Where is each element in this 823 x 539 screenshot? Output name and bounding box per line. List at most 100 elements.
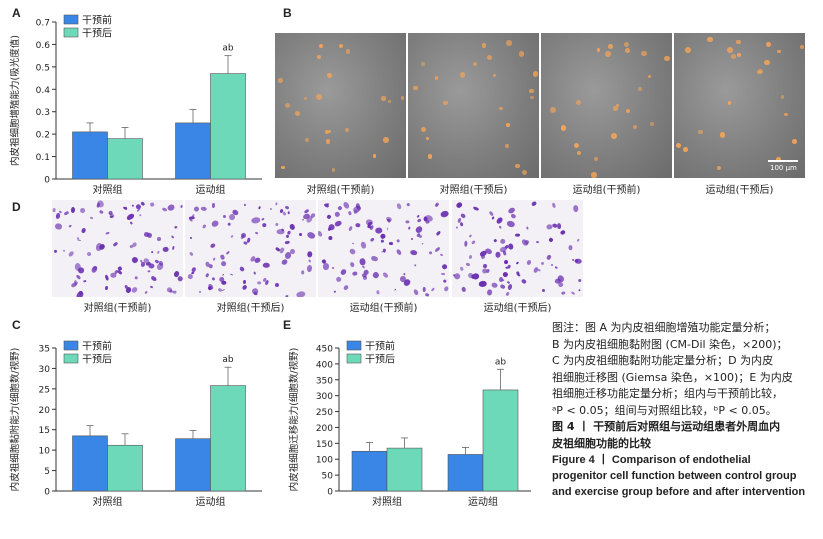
cell-dot: [205, 272, 210, 278]
panel-label-b: B: [283, 6, 292, 20]
cell-dot: [220, 254, 226, 261]
migration-micrograph-exercise-after: [452, 200, 583, 297]
cell-dot: [294, 111, 300, 117]
y-tick-label: 20: [39, 406, 51, 416]
cell-dot: [576, 238, 581, 242]
cell-dot: [282, 211, 287, 217]
cell-dot: [545, 223, 553, 230]
cell-dot: [54, 222, 63, 230]
d-caption-3: 运动组(干预前): [349, 303, 418, 314]
cell-dot: [561, 125, 567, 131]
adhesion-micrograph-control-before: [275, 33, 406, 178]
bar: [210, 73, 246, 180]
cell-dot: [287, 210, 290, 215]
caption-title-en-3: and exercise group before and after inte…: [552, 486, 806, 498]
cell-dot: [190, 271, 195, 275]
cell-dot: [529, 95, 534, 100]
category-label: 对照组: [93, 183, 123, 196]
cell-dot: [90, 265, 99, 274]
cell-dot: [144, 290, 149, 295]
cell-dot: [784, 112, 788, 116]
significance-label: ab: [222, 44, 234, 54]
caption-note-line-5: 祖细胞迁移功能定量分析；组内与干预前比较，: [552, 387, 783, 400]
cell-dot: [319, 44, 324, 49]
y-tick-label: 50: [322, 472, 334, 482]
cell-dot: [443, 285, 449, 292]
y-tick-label: 100: [316, 456, 333, 466]
cell-dot: [70, 207, 76, 214]
cell-dot: [75, 274, 81, 280]
cell-dot: [572, 204, 579, 213]
cell-dot: [381, 96, 386, 101]
cell-dot: [298, 232, 302, 237]
cell-dot: [94, 242, 103, 253]
cell-dot: [440, 209, 449, 218]
significance-label: ab: [222, 355, 234, 365]
cell-dot: [325, 139, 331, 145]
cell-dot: [577, 279, 582, 283]
cell-dot: [731, 54, 737, 60]
bar: [447, 454, 484, 492]
bar: [386, 447, 423, 492]
cell-dot: [376, 290, 381, 296]
cell-dot: [285, 294, 289, 297]
cell-dot: [521, 169, 527, 175]
cell-dot: [459, 266, 464, 271]
cell-dot: [344, 127, 349, 132]
cell-dot: [591, 172, 597, 178]
cell-dot: [442, 278, 447, 284]
cell-dot: [339, 267, 348, 276]
cell-dot: [727, 47, 734, 53]
cell-dot: [780, 95, 785, 100]
migration-micrograph-control-after: [185, 200, 316, 297]
cell-dot: [460, 72, 466, 78]
cell-dot: [490, 282, 499, 289]
cell-dot: [577, 150, 582, 156]
cell-dot: [556, 223, 562, 230]
cell-dot: [757, 68, 764, 75]
cell-dot: [469, 233, 473, 238]
cell-dot: [486, 54, 492, 61]
cell-dot: [612, 106, 619, 112]
cell-dot: [296, 290, 307, 297]
cell-dot: [261, 223, 267, 228]
chart-e: 0 50 100 150 200 250 300 350 400 450 内皮祖细胞迁移能力(细胞数…: [288, 340, 531, 508]
cell-dot: [212, 257, 216, 261]
cell-dot: [434, 246, 441, 253]
cell-dot: [607, 44, 613, 49]
significance-label: ab: [495, 357, 507, 367]
adhesion-micrograph-exercise-after: [674, 33, 805, 178]
cell-dot: [372, 154, 377, 158]
cell-dot: [426, 137, 430, 141]
cell-dot: [421, 126, 427, 132]
d-caption-1: 对照组(干预前): [83, 303, 152, 314]
cell-dot: [200, 206, 207, 211]
cell-dot: [218, 287, 223, 292]
cell-dot: [515, 270, 520, 276]
legend-label: 干预前: [82, 340, 112, 353]
cell-dot: [210, 219, 220, 228]
cell-dot: [396, 238, 401, 243]
cell-dot: [345, 49, 351, 54]
cell-dot: [573, 143, 579, 149]
cell-dot: [110, 272, 117, 278]
cell-dot: [99, 210, 104, 215]
cell-dot: [707, 36, 713, 42]
y-tick-label: 300: [316, 392, 333, 402]
cell-dot: [303, 96, 307, 101]
cell-dot: [222, 273, 225, 277]
y-tick-label: 0.3: [36, 108, 50, 118]
cell-dot: [478, 249, 488, 258]
legend-label: 干预后: [82, 28, 112, 40]
cell-dot: [241, 284, 249, 291]
cell-dot: [766, 41, 772, 47]
cell-dot: [427, 250, 432, 255]
b-caption-2: 对照组(干预后): [439, 185, 508, 196]
panel-label-e: E: [283, 318, 292, 332]
panel-label-c: C: [12, 318, 21, 332]
cell-dot: [254, 231, 259, 235]
d-caption-4: 运动组(干预后): [483, 303, 552, 314]
cell-dot: [420, 242, 424, 246]
cell-dot: [576, 100, 582, 106]
cell-dot: [536, 241, 539, 244]
